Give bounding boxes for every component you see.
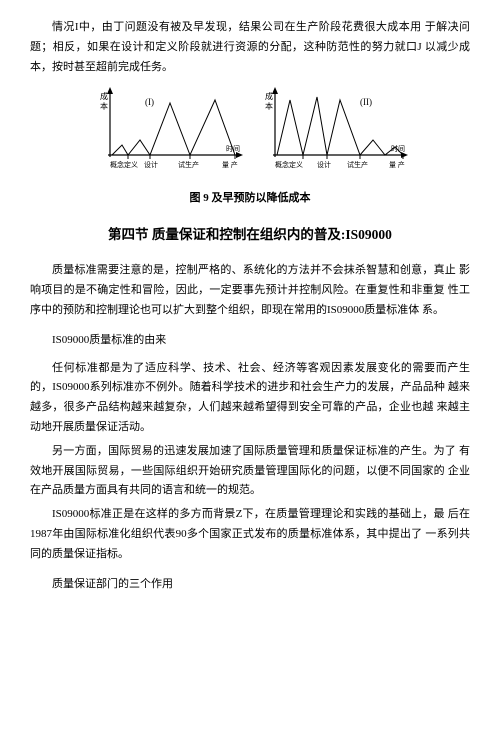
x-tick-2: 设计 bbox=[144, 160, 158, 169]
y-axis-label-2: 本 bbox=[100, 101, 108, 111]
figure-caption: 图 9 及早预防以降低成本 bbox=[30, 189, 470, 209]
cost-chart-ii: 成 本 (II) 时间 概念定义 设计 试生产 量 产 bbox=[255, 85, 410, 185]
x-tick-4: 量 产 bbox=[389, 160, 405, 169]
figure-charts-row: 成 本 (I) 时间 概念定义 设计 试生产 量 产 成 本 (II) 时间 概… bbox=[30, 85, 470, 185]
sub-heading-1: IS09000质量标准的由来 bbox=[30, 331, 470, 351]
x-tick-4: 量 产 bbox=[222, 160, 238, 169]
paragraph-4: IS09000标准正是在这样的多方而背景Z下，在质量管理理论和实践的基础上，最 … bbox=[30, 505, 470, 564]
x-tick-2: 设计 bbox=[317, 160, 331, 169]
x-axis-end-label: 时间 bbox=[391, 144, 405, 153]
chart-bg bbox=[255, 85, 410, 185]
sub-heading-2: 质量保证部门的三个作用 bbox=[30, 575, 470, 595]
paragraph-2: 任何标准都是为了适应科学、技术、社会、经济等客观因素发展变化的需要而产生 的，I… bbox=[30, 359, 470, 438]
y-axis-label-1: 成 bbox=[265, 91, 273, 101]
intro-paragraph: 情况I中，由丁问题没有被及早发现，结果公司在生产阶段花费很大成本用 于解决问题；… bbox=[30, 18, 470, 77]
paragraph-1: 质量标准需要注意的是，控制严格的、系统化的方法并不会抹杀智慧和创意，真止 影响项… bbox=[30, 261, 470, 320]
chart-i-label: (I) bbox=[145, 97, 154, 107]
y-axis-label-2: 本 bbox=[265, 101, 273, 111]
x-axis-end-label: 时间 bbox=[226, 144, 240, 153]
chart-ii-label: (II) bbox=[360, 97, 372, 107]
cost-chart-i: 成 本 (I) 时间 概念定义 设计 试生产 量 产 bbox=[90, 85, 245, 185]
x-tick-3: 试生产 bbox=[347, 160, 368, 169]
y-axis-label-1: 成 bbox=[100, 91, 108, 101]
chart-bg bbox=[90, 85, 245, 185]
x-tick-3: 试生产 bbox=[178, 160, 199, 169]
x-tick-1: 概念定义 bbox=[275, 160, 303, 169]
paragraph-3: 另一方面，国际贸易的迅速发展加速了国际质量管理和质量保证标准的产生。为了 有效地… bbox=[30, 442, 470, 501]
x-tick-1: 概念定义 bbox=[110, 160, 138, 169]
section-title: 第四节 质量保证和控制在组织内的普及:IS09000 bbox=[30, 223, 470, 247]
